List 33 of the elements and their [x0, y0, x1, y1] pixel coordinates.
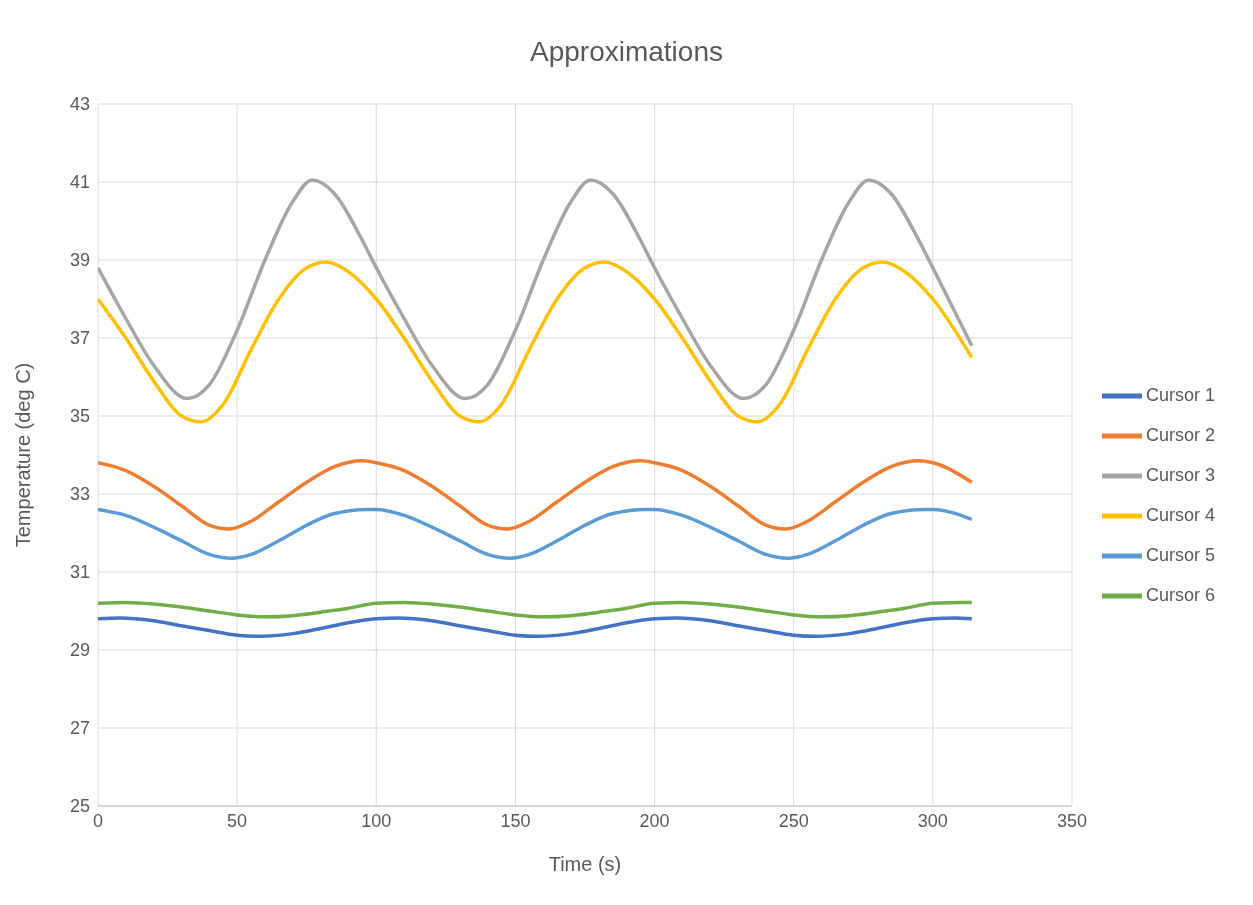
y-tick-label: 39	[69, 250, 90, 271]
line-series	[98, 459, 974, 531]
y-tick-label: 25	[69, 796, 90, 817]
y-tick-label: 31	[69, 562, 90, 583]
legend-label: Cursor 4	[1145, 504, 1215, 525]
y-tick-label: 41	[69, 172, 90, 193]
y-tick-label: 33	[69, 484, 90, 505]
line-series	[98, 507, 974, 561]
x-tick-label: 100	[361, 810, 392, 831]
x-tick-label: 200	[639, 810, 670, 831]
line-series	[98, 178, 974, 401]
y-tick-label: 29	[69, 640, 90, 661]
x-tick-label: 0	[92, 810, 104, 831]
legend-label: Cursor 1	[1145, 384, 1215, 405]
line-series	[98, 600, 974, 619]
x-tick-label: 250	[778, 810, 809, 831]
y-tick-label: 27	[69, 718, 90, 739]
y-tick-label: 43	[69, 94, 90, 115]
legend-label: Cursor 3	[1145, 464, 1215, 485]
x-tick-label: 50	[227, 810, 248, 831]
x-axis-title: Time (s)	[548, 853, 622, 875]
y-tick-label: 37	[69, 328, 90, 349]
x-tick-label: 350	[1056, 810, 1087, 831]
x-tick-label: 150	[500, 810, 531, 831]
legend-label: Cursor 6	[1145, 584, 1215, 605]
legend-label: Cursor 5	[1145, 544, 1215, 565]
y-axis-title: Temperature (deg C)	[12, 362, 35, 548]
x-tick-label: 300	[917, 810, 948, 831]
y-tick-label: 35	[69, 406, 90, 427]
line-series	[98, 260, 974, 424]
chart-title: Approximations	[529, 35, 724, 69]
line-series	[98, 616, 974, 639]
legend-label: Cursor 2	[1145, 424, 1215, 445]
